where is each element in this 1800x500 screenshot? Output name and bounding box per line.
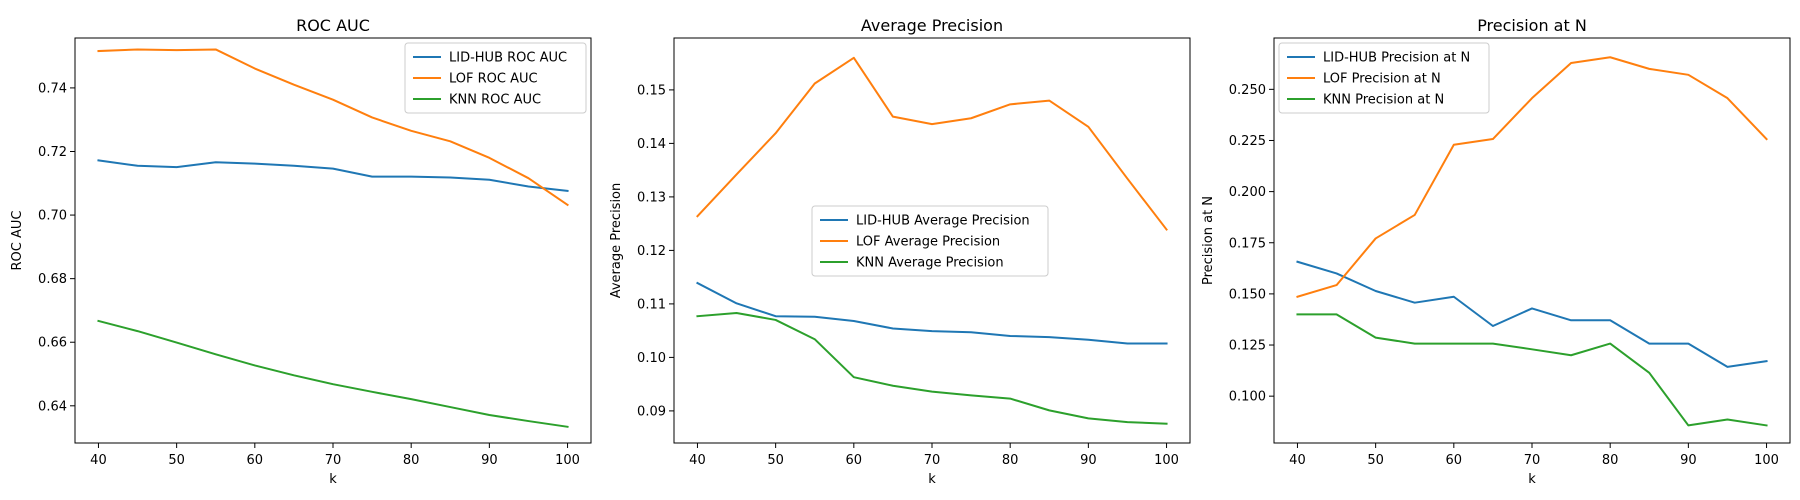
y-tick-label: 0.70: [38, 209, 67, 224]
chart-title: Average Precision: [861, 16, 1003, 35]
x-tick-label: 100: [1754, 453, 1779, 468]
x-tick-label: 60: [247, 453, 264, 468]
x-tick-label: 40: [90, 453, 107, 468]
x-tick-label: 70: [325, 453, 342, 468]
x-tick-label: 50: [1367, 453, 1384, 468]
y-tick-label: 0.68: [38, 272, 67, 287]
x-axis-label: k: [1528, 472, 1536, 487]
y-tick-label: 0.09: [637, 404, 666, 419]
x-tick-label: 80: [1602, 453, 1619, 468]
y-tick-label: 0.175: [1229, 236, 1266, 251]
x-tick-label: 90: [1080, 453, 1097, 468]
legend-entry: LOF Average Precision: [856, 235, 1000, 250]
x-tick-label: 50: [168, 453, 185, 468]
plot-frame: [74, 37, 592, 444]
legend-entry: LOF ROC AUC: [449, 72, 538, 87]
y-tick-label: 0.150: [1229, 287, 1266, 302]
x-tick-label: 80: [403, 453, 420, 468]
chart-title: Precision at N: [1477, 16, 1587, 35]
x-axis-label: k: [928, 472, 936, 487]
legend-box: [404, 42, 587, 114]
chart-panel-1: ROC AUC 40 50 60 70 80 90 100 0.64 0.66 0.68 0.70 0.…: [10, 16, 592, 487]
x-tick-label: 90: [1680, 453, 1697, 468]
plot-frame: [1273, 37, 1791, 444]
chart-panel-3: Precision at N 40 50 60 70 80 90 100 0.100 0.125 0…: [1201, 16, 1791, 487]
x-tick-label: 60: [1446, 453, 1463, 468]
y-tick-label: 0.250: [1229, 83, 1266, 98]
y-tick-label: 0.225: [1229, 134, 1266, 149]
series-line-2: [1296, 56, 1768, 298]
chart-panel-2: Average Precision 40 50 60 70 80 90 100 0.09 0.10…: [609, 16, 1191, 487]
y-tick-label: 0.10: [637, 351, 666, 366]
x-tick-label: 100: [1154, 453, 1179, 468]
x-tick-label: 60: [846, 453, 863, 468]
legend: LID-HUB Precision at N LOF Precision at N…: [1278, 42, 1490, 114]
x-tick-label: 90: [481, 453, 498, 468]
legend-entry: LID-HUB ROC AUC: [449, 51, 567, 66]
series-line-2: [696, 56, 1168, 231]
legend: LID-HUB ROC AUC LOF ROC AUC KNN ROC AUC: [404, 42, 587, 114]
series-line-3: [1296, 313, 1768, 427]
legend-box: [811, 205, 1049, 277]
x-axis-label: k: [329, 472, 337, 487]
series-line-3: [696, 311, 1168, 425]
y-tick-label: 0.14: [637, 137, 666, 152]
chart-title: ROC AUC: [296, 16, 370, 35]
x-tick-label: 40: [1289, 453, 1306, 468]
series-line-2: [97, 48, 569, 207]
x-tick-label: 100: [555, 453, 580, 468]
y-tick-label: 0.66: [38, 336, 67, 351]
x-tick-label: 70: [1524, 453, 1541, 468]
x-tick-label: 50: [767, 453, 784, 468]
legend-entry: KNN ROC AUC: [449, 93, 541, 108]
y-tick-label: 0.125: [1229, 339, 1266, 354]
legend: LID-HUB Average Precision LOF Average Pre…: [811, 205, 1049, 277]
y-tick-label: 0.74: [38, 81, 67, 96]
legend-entry: LOF Precision at N: [1323, 72, 1441, 87]
y-axis-label: ROC AUC: [10, 211, 25, 271]
y-tick-label: 0.13: [637, 190, 666, 205]
legend-entry: LID-HUB Average Precision: [856, 214, 1030, 229]
y-tick-label: 0.100: [1229, 390, 1266, 405]
y-axis-label: Average Precision: [609, 183, 624, 299]
y-tick-label: 0.11: [637, 297, 666, 312]
y-tick-label: 0.64: [38, 399, 67, 414]
legend-entry: KNN Average Precision: [856, 256, 1004, 271]
series-line-1: [696, 281, 1168, 345]
y-tick-label: 0.200: [1229, 185, 1266, 200]
series-line-1: [1296, 260, 1768, 368]
y-axis-label: Precision at N: [1201, 196, 1216, 285]
y-tick-label: 0.15: [637, 83, 666, 98]
x-tick-label: 80: [1002, 453, 1019, 468]
plot-frame: [673, 37, 1191, 444]
y-tick-label: 0.72: [38, 145, 67, 160]
legend-entry: LID-HUB Precision at N: [1323, 51, 1470, 66]
legend-entry: KNN Precision at N: [1323, 93, 1444, 108]
series-line-1: [97, 159, 569, 193]
x-tick-label: 70: [924, 453, 941, 468]
legend-box: [1278, 42, 1490, 114]
x-tick-label: 40: [689, 453, 706, 468]
y-tick-label: 0.12: [637, 244, 666, 259]
series-line-3: [97, 319, 569, 428]
